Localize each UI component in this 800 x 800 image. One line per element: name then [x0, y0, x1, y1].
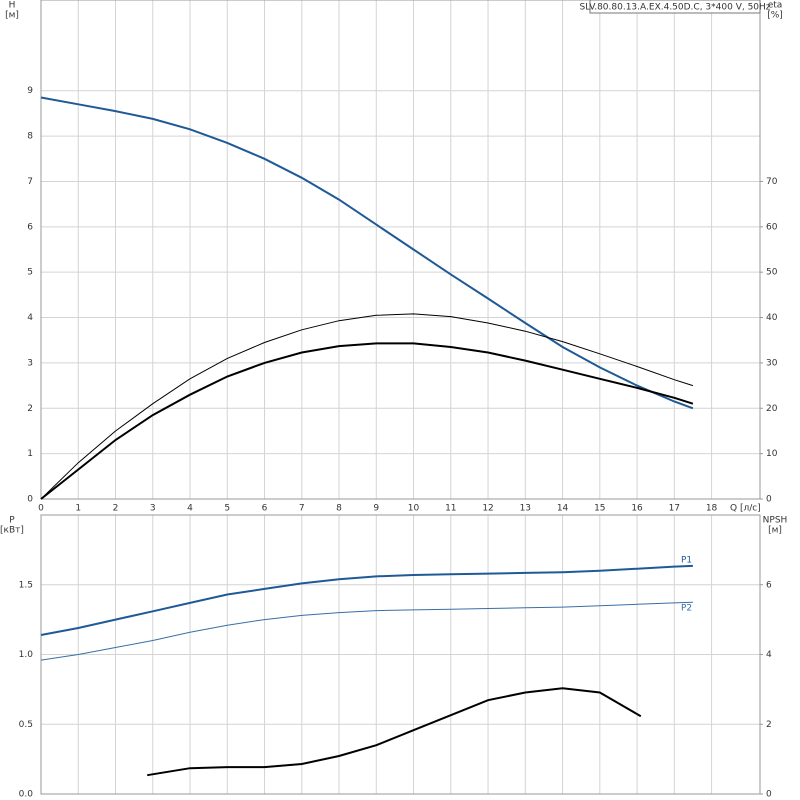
x-tick-label: 9 — [373, 504, 379, 514]
y2-tick-label: 30 — [766, 358, 778, 368]
x-tick-label: 8 — [336, 504, 342, 514]
x-tick-label: 10 — [408, 504, 420, 514]
y-tick-label: 8 — [27, 132, 33, 142]
y2-tick-label: 60 — [766, 222, 778, 232]
y-axis-label: H — [9, 1, 16, 11]
y2-tick-label: 70 — [766, 177, 778, 187]
x-axis-label: Q [л/с] — [730, 504, 761, 514]
x-tick-label: 11 — [445, 504, 456, 514]
x-tick-label: 14 — [557, 504, 569, 514]
x-tick-label: 2 — [113, 504, 119, 514]
plot-frame — [40, 0, 761, 500]
x-tick-label: 4 — [187, 504, 193, 514]
y-tick-label: 0.5 — [19, 720, 33, 730]
x-tick-label: 13 — [520, 504, 531, 514]
y-tick-label: 4 — [27, 313, 33, 323]
series-line — [40, 313, 694, 500]
y2-tick-label: 2 — [766, 720, 772, 730]
y2-tick-label: 20 — [766, 404, 778, 414]
x-tick-label: 7 — [299, 504, 305, 514]
y2-axis-label: [м] — [768, 526, 782, 536]
y2-tick-label: 0 — [766, 790, 772, 800]
series-line — [40, 96, 694, 410]
series-line — [40, 342, 694, 500]
y2-tick-label: 10 — [766, 449, 778, 459]
x-tick-label: 18 — [706, 504, 718, 514]
y-axis-label: [кВт] — [0, 526, 24, 536]
y2-axis-label: NPSH — [763, 516, 788, 526]
x-tick-label: 6 — [262, 504, 268, 514]
series-label: P1 — [681, 555, 692, 565]
y-tick-label: 9 — [27, 86, 33, 96]
y-tick-label: 2 — [27, 404, 33, 414]
y-tick-label: 0.0 — [19, 790, 34, 800]
y2-tick-label: 40 — [766, 313, 778, 323]
y-tick-label: 6 — [27, 222, 33, 232]
y-tick-label: 7 — [27, 177, 33, 187]
y2-axis-label: eta — [768, 1, 783, 11]
y2-tick-label: 50 — [766, 268, 778, 278]
y-axis-label: [м] — [5, 11, 19, 21]
series-line — [40, 601, 693, 661]
y2-tick-label: 6 — [766, 580, 772, 590]
y-tick-label: 1.0 — [19, 650, 34, 660]
x-tick-label: 17 — [669, 504, 680, 514]
x-tick-label: 12 — [482, 504, 493, 514]
x-tick-label: 15 — [594, 504, 605, 514]
x-tick-label: 0 — [38, 504, 44, 514]
series-label: P2 — [681, 604, 692, 614]
y-axis-label: P — [9, 516, 15, 526]
y-tick-label: 3 — [27, 358, 33, 368]
series-line — [147, 687, 642, 777]
y2-tick-label: 0 — [766, 495, 772, 505]
x-tick-label: 16 — [631, 504, 643, 514]
x-tick-label: 1 — [75, 504, 81, 514]
series-line — [40, 564, 693, 636]
x-tick-label: 3 — [150, 504, 156, 514]
chart-title: SLV.80.80.13.A.EX.4.50D.C, 3*400 V, 50Hz — [579, 3, 770, 13]
plot-frame — [40, 514, 761, 795]
y2-axis-label: [%] — [767, 11, 783, 21]
y2-tick-label: 4 — [766, 650, 772, 660]
title-box — [589, 0, 761, 14]
y-tick-label: 1 — [27, 449, 33, 459]
y-tick-label: 0 — [27, 495, 33, 505]
y-tick-label: 1.5 — [19, 580, 33, 590]
y-tick-label: 5 — [27, 268, 33, 278]
x-tick-label: 5 — [224, 504, 230, 514]
